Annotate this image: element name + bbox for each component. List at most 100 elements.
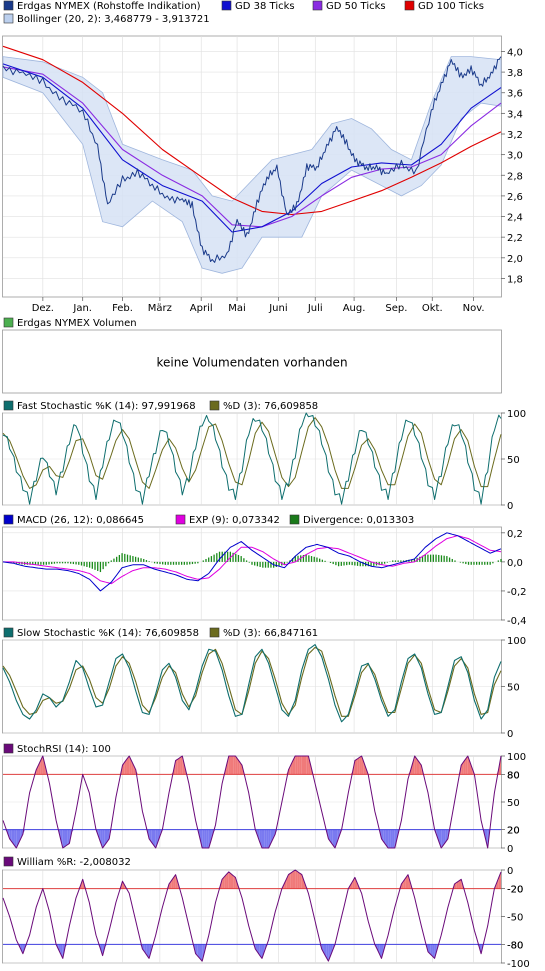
stoch-rsi-oversold-fill (337, 829, 340, 842)
stoch-rsi-overbought-fill (357, 757, 360, 775)
price-legend-swatch-0 (3, 0, 14, 11)
slow-stochastic-legend-swatch-0 (3, 627, 14, 638)
williams-r-oversold-fill (259, 944, 262, 959)
stoch-rsi-oversold-fill (60, 829, 63, 848)
stoch-rsi-overbought-fill (308, 756, 311, 775)
stoch-rsi-oversold-fill (259, 829, 262, 848)
macd-legend-label-2: Divergence: 0,013303 (303, 515, 414, 526)
williams-r-overbought-fill (299, 873, 302, 889)
stoch-rsi-oversold-fill (100, 829, 103, 848)
fast-stochastic-legend-label-1: %D (3): 76,609858 (223, 401, 318, 412)
slow-stochastic-ytick-label-1: 50 (507, 683, 520, 694)
price-xtick-label-8: Aug. (343, 303, 366, 314)
williams-r-ytick-label-3: -80 (507, 940, 523, 951)
stoch-rsi-overbought-fill (297, 756, 300, 775)
macd-ytick-label-0: 0,2 (507, 529, 523, 540)
price-legend-swatch-4 (3, 13, 14, 24)
williams-r-oversold-fill (321, 944, 324, 954)
williams-r-ytick-label-0: 0 (507, 866, 513, 877)
fast-stochastic-ytick-label-0: 100 (507, 409, 526, 420)
williams-r-overbought-fill (290, 871, 293, 889)
williams-r-legend-swatch-0 (3, 856, 14, 867)
williams-r-overbought-fill (458, 879, 462, 889)
williams-r-oversold-fill (326, 944, 329, 962)
price-ytick-label-4: 3,2 (507, 130, 523, 141)
stoch-rsi-overbought-fill (292, 756, 296, 775)
stoch-rsi-oversold-fill (199, 829, 203, 848)
macd-series-0 (2, 532, 502, 592)
stoch-rsi-oversold-fill (335, 829, 338, 848)
stoch-rsi-oversold-fill (264, 829, 267, 848)
stoch-rsi-oversold-fill (16, 829, 19, 848)
slow-stochastic-legend-swatch-1 (209, 627, 220, 638)
stoch-rsi-overbought-fill (465, 756, 468, 775)
price-ytick-label-6: 2,8 (507, 171, 523, 182)
price-ytick-label-11: 1,8 (507, 274, 523, 285)
williams-r-overbought-fill (405, 874, 409, 889)
williams-r-overbought-fill (354, 877, 358, 889)
stoch-rsi-series-0 (2, 755, 502, 849)
stoch-rsi-overbought-fill (463, 759, 466, 775)
price-series-3 (2, 45, 502, 216)
macd-legend-swatch-1 (175, 514, 186, 525)
price-xtick-label-0: Dez. (32, 303, 54, 314)
price-xtick-label-10: Okt. (422, 303, 443, 314)
williams-r-overbought-fill (228, 871, 231, 889)
williams-r-overbought-fill (230, 873, 234, 889)
price-ytick-label-0: 4,0 (507, 47, 523, 58)
price-legend-label-0: Erdgas NYMEX (Rohstoffe Indikation) (17, 1, 201, 12)
williams-r-legend-label-0: William %R: -2,008032 (17, 857, 131, 868)
price-ytick-label-7: 2,6 (507, 192, 523, 203)
macd-legend-label-0: MACD (26, 12): 0,086645 (17, 515, 144, 526)
fast-stochastic-ytick-label-1: 50 (507, 455, 520, 466)
williams-r-overbought-fill (288, 873, 291, 889)
price-legend-swatch-2 (312, 0, 323, 11)
stoch-rsi-overbought-fill (233, 756, 236, 775)
stoch-rsi-overbought-fill (288, 765, 291, 775)
williams-r-overbought-fill (297, 871, 300, 889)
stoch-rsi-ytick-label-1: 80 (507, 770, 520, 781)
stoch-rsi-oversold-fill (439, 829, 442, 848)
slow-stochastic-series-1 (2, 646, 502, 717)
macd-legend-swatch-0 (3, 514, 14, 525)
stoch-rsi-oversold-fill (332, 829, 335, 848)
price-xtick-label-9: Sep. (385, 303, 407, 314)
stoch-rsi-overbought-fill (133, 765, 136, 775)
price-legend-swatch-3 (404, 0, 415, 11)
stoch-rsi-oversold-fill (383, 829, 386, 845)
stoch-rsi-overbought-fill (237, 759, 240, 775)
williams-r-oversold-fill (432, 944, 435, 959)
macd-plot-area (2, 526, 502, 621)
williams-r-overbought-fill (496, 877, 499, 889)
williams-r-overbought-fill (169, 880, 172, 889)
fast-stochastic-legend-swatch-1 (209, 400, 220, 411)
stoch-rsi-oversold-fill (202, 829, 205, 848)
stoch-rsi-oversold-fill (388, 829, 391, 848)
price-xtick-label-4: April (190, 303, 213, 314)
fast-stochastic-series-0 (2, 412, 502, 505)
williams-r-oversold-fill (330, 944, 333, 956)
stoch-rsi-overbought-fill (131, 760, 134, 775)
slow-stochastic-series-0 (2, 644, 502, 723)
price-xtick-label-7: Juli (307, 303, 323, 314)
stoch-rsi-oversold-fill (208, 829, 212, 848)
price-legend-swatch-1 (221, 0, 232, 11)
williams-r-overbought-fill (222, 876, 225, 889)
price-ytick-label-9: 2,2 (507, 233, 523, 244)
macd-legend-swatch-2 (289, 514, 300, 525)
stoch-rsi-oversold-fill (151, 829, 154, 845)
williams-r-oversold-fill (58, 944, 61, 954)
stoch-rsi-overbought-fill (414, 756, 417, 775)
stoch-rsi-overbought-fill (175, 759, 178, 775)
slow-stochastic-legend-label-1: %D (3): 66,847161 (223, 628, 318, 639)
price-legend-label-2: GD 50 Ticks (326, 1, 386, 12)
stoch-rsi-oversold-fill (385, 829, 389, 848)
stoch-rsi-overbought-fill (226, 756, 229, 775)
price-xtick-label-2: Feb. (112, 303, 133, 314)
stoch-rsi-oversold-fill (153, 829, 156, 848)
williams-r-overbought-fill (301, 874, 305, 889)
fast-stochastic-legend-label-0: Fast Stochastic %K (14): 97,991968 (17, 401, 196, 412)
stoch-rsi-overbought-fill (467, 756, 471, 775)
williams-r-overbought-fill (226, 871, 229, 889)
